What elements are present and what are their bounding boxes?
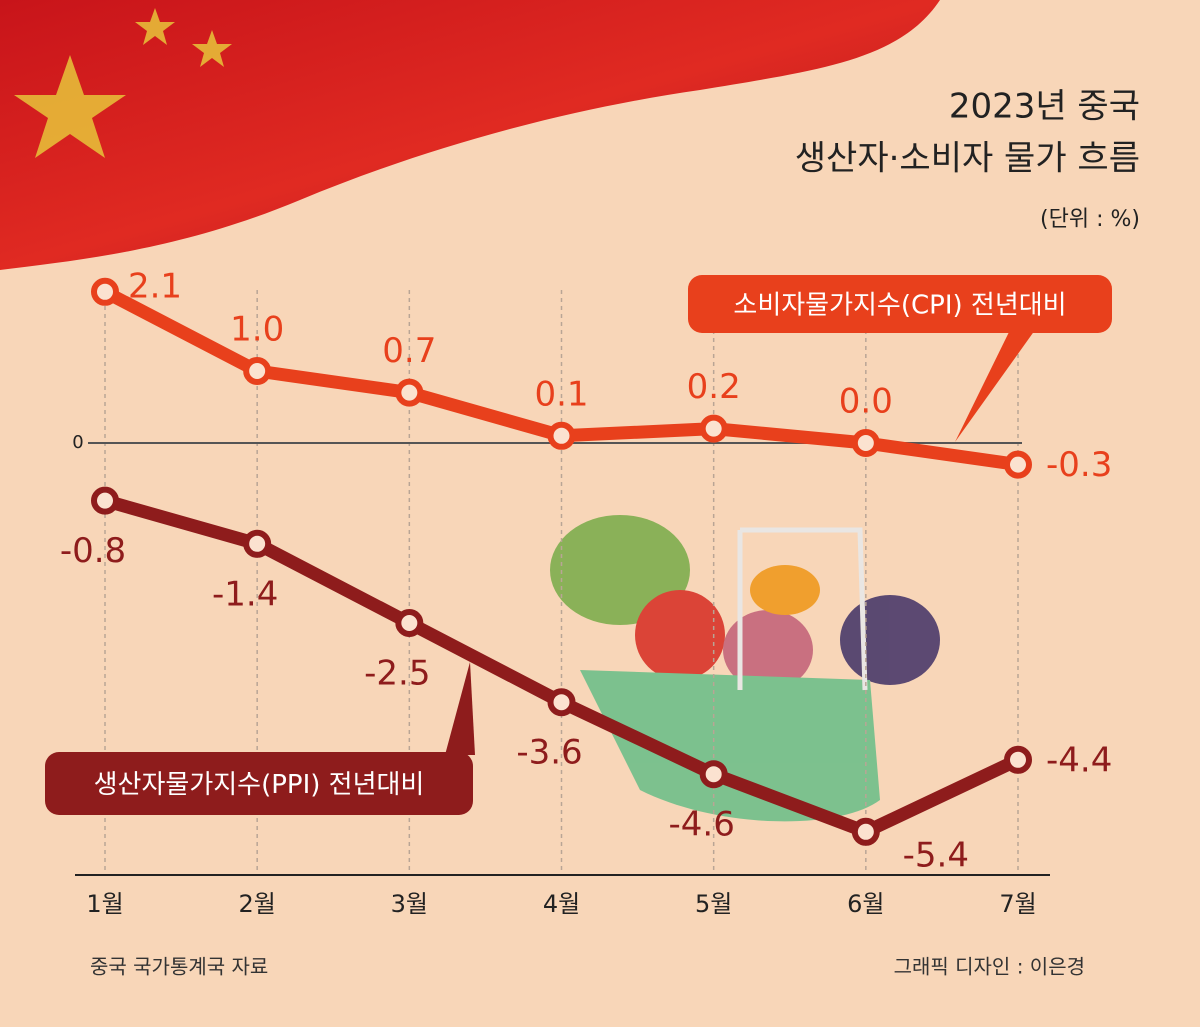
data-label: 0.2 (687, 367, 741, 407)
legend-label: 소비자물가지수(CPI) 전년대비 (733, 291, 1066, 321)
data-point (91, 486, 119, 515)
data-point (243, 529, 272, 558)
data-label: 1.0 (230, 310, 284, 350)
flag-star (192, 30, 232, 67)
data-label: -0.8 (60, 531, 126, 571)
vegetable-basket (550, 515, 940, 822)
data-label: 0.0 (839, 382, 893, 422)
data-label: -1.4 (212, 574, 278, 614)
data-label: -0.3 (1046, 445, 1112, 485)
flag-decoration (0, 0, 940, 270)
data-point (1004, 745, 1032, 774)
legend-item: 소비자물가지수(CPI) 전년대비 (688, 275, 1112, 442)
data-point (395, 378, 424, 407)
source: 중국 국가통계국 자료 (90, 955, 268, 979)
credit: 그래픽 디자인 : 이은경 (894, 955, 1085, 979)
data-label: -4.4 (1046, 740, 1112, 780)
legend-box (45, 752, 473, 815)
data-label: 0.7 (382, 331, 436, 371)
data-point (699, 414, 728, 443)
data-point (851, 429, 880, 457)
data-point (243, 357, 272, 385)
data-point (547, 421, 576, 450)
data-point (699, 760, 728, 789)
data-point (547, 688, 576, 717)
legend-box (688, 275, 1112, 333)
flag-star (135, 8, 175, 45)
data-label: 2.1 (128, 266, 182, 306)
data-label: -3.6 (516, 733, 582, 773)
x-tick-label: 2월 (238, 890, 275, 918)
data-point (1004, 450, 1032, 479)
legend-label: 생산자물가지수(PPI) 전년대비 (94, 770, 425, 800)
chart-subtitle: 생산자·소비자 물가 흐름 (795, 139, 1140, 179)
y-tick-label: 0 (72, 432, 83, 453)
chart-title: 2023년 중국 (949, 87, 1140, 127)
x-tick-label: 5월 (695, 890, 732, 918)
legend-pointer (445, 662, 475, 755)
unit-label: (단위 : %) (1040, 207, 1140, 232)
data-point (395, 609, 424, 637)
data-label: -2.5 (364, 654, 430, 694)
data-label: 0.1 (534, 374, 588, 414)
x-tick-label: 3월 (391, 890, 428, 918)
x-tick-label: 1월 (86, 890, 123, 918)
x-tick-label: 4월 (543, 890, 580, 918)
data-point (91, 277, 119, 306)
x-tick-label: 6월 (847, 890, 884, 918)
x-tick-label: 7월 (999, 890, 1036, 918)
legend-pointer (955, 330, 1035, 442)
plot-area: 1월 2월 3월 4월 5월 6월 7월 0 소비자물가지수(CPI) 전년대비생산자물가지수(… (45, 266, 1112, 918)
data-label: -5.4 (903, 835, 969, 875)
legend-item: 생산자물가지수(PPI) 전년대비 (45, 662, 475, 815)
flag-star (14, 55, 126, 158)
data-point (851, 817, 880, 846)
data-label: -4.6 (668, 805, 734, 845)
